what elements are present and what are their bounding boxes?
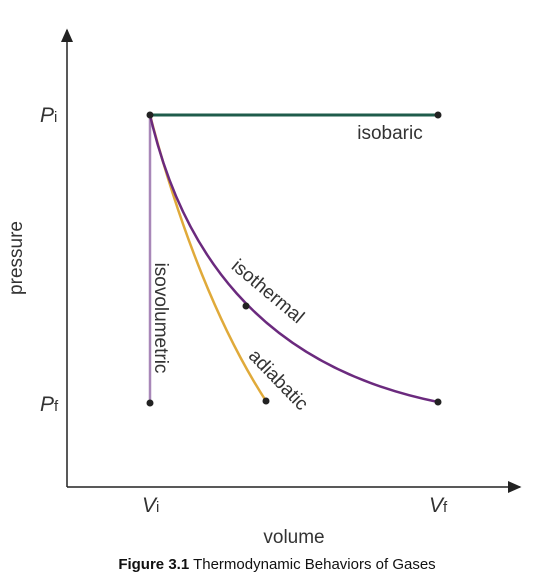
v-initial: Vi xyxy=(142,494,159,517)
caption: Figure 3.1 Thermodynamic Behaviors of Ga… xyxy=(118,556,435,573)
isovolumetric-label: isovolumetric xyxy=(150,263,171,374)
point xyxy=(434,398,442,406)
point xyxy=(242,302,250,310)
isothermal-curve xyxy=(148,114,439,404)
point xyxy=(434,111,442,119)
y-axis-label: pressure xyxy=(6,221,27,295)
v-final: Vf xyxy=(429,494,448,517)
point xyxy=(146,111,154,119)
x-axis-label: volume xyxy=(263,527,324,548)
p-initial: Pi xyxy=(40,104,57,127)
isothermal-label: isothermal xyxy=(227,256,308,328)
point xyxy=(262,397,270,405)
p-final: Pf xyxy=(40,393,59,416)
point xyxy=(146,399,154,407)
isobaric-label: isobaric xyxy=(357,123,422,144)
